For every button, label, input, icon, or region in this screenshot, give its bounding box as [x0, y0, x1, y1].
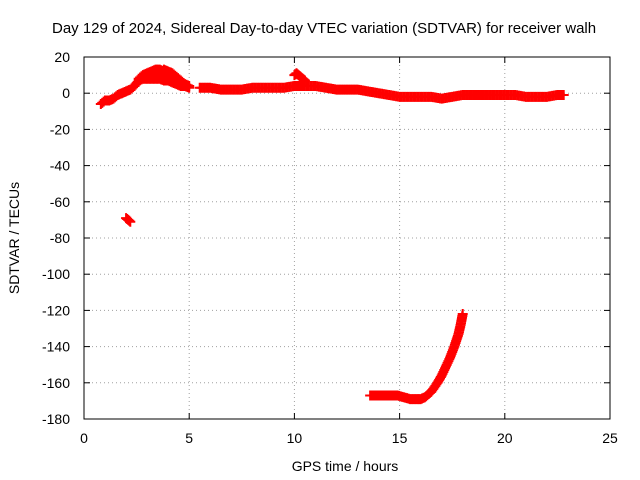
y-tick-label: -120: [42, 302, 70, 318]
x-axis-label: GPS time / hours: [292, 458, 399, 474]
y-tick-label: -60: [50, 194, 70, 210]
x-tick-label: 20: [497, 430, 513, 446]
data-point: [125, 216, 136, 227]
y-axis-label: SDTVAR / TECUs: [6, 182, 22, 294]
data-segment: [289, 68, 310, 86]
x-tick-label: 5: [185, 430, 193, 446]
data-point: [558, 90, 569, 101]
data-segment: [121, 213, 136, 227]
y-tick-label: -140: [42, 339, 70, 355]
x-tick-label: 25: [602, 430, 618, 446]
data-marks: [95, 64, 569, 405]
y-tick-label: 0: [62, 85, 70, 101]
data-point: [457, 309, 468, 320]
data-segment: [158, 64, 195, 91]
data-segment: [365, 309, 468, 405]
data-segment: [133, 64, 178, 84]
axis-ticks: 0 5 10 15 20 25 20 0 -20 -40 -60 -80 -100 -120 -140 -16…: [42, 49, 618, 446]
y-tick-label: -180: [42, 411, 70, 427]
chart-title: Day 129 of 2024, Sidereal Day-to-day VTE…: [52, 20, 596, 37]
x-tick-label: 15: [392, 430, 408, 446]
x-tick-label: 0: [80, 430, 88, 446]
y-tick-label: -20: [50, 121, 70, 137]
data-point: [184, 80, 195, 91]
y-tick-label: 20: [54, 49, 70, 65]
y-tick-label: -80: [50, 230, 70, 246]
grid-lines: [84, 57, 610, 419]
x-tick-label: 10: [287, 430, 303, 446]
y-tick-label: -160: [42, 375, 70, 391]
y-tick-label: -100: [42, 266, 70, 282]
data-segment: [194, 80, 569, 104]
data-point: [299, 75, 310, 86]
y-tick-label: -40: [50, 158, 70, 174]
